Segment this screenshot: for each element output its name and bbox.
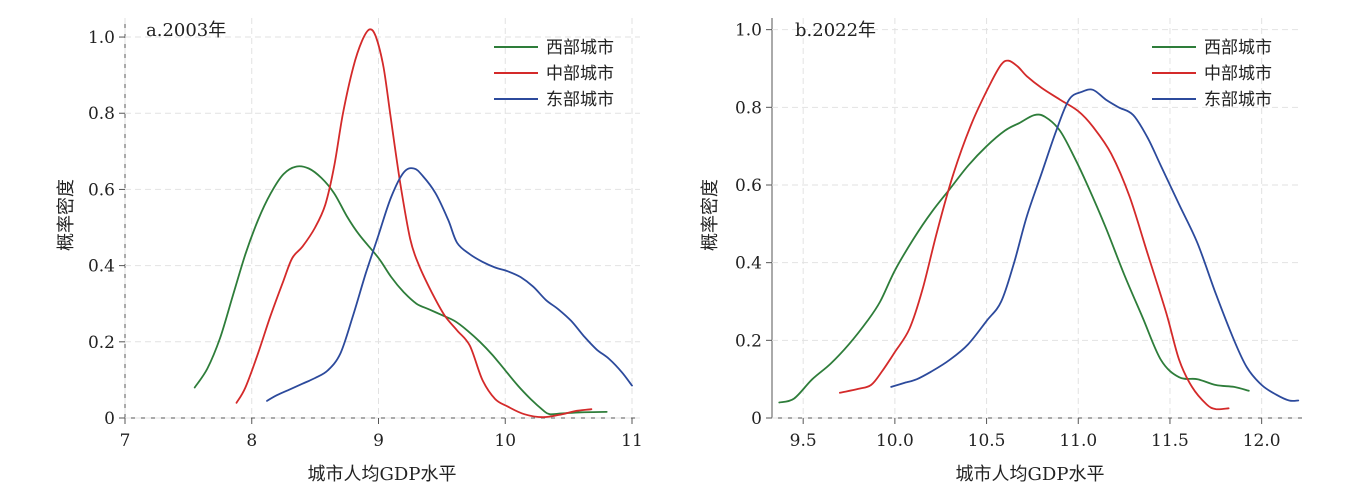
- panel-a-series-line-east: [266, 167, 633, 402]
- panel-a-x-tick-label: 9: [373, 431, 384, 451]
- panel-a-y-tick-label: 0.6: [88, 180, 115, 200]
- panel-b-x-tick-label: 10.0: [876, 431, 914, 451]
- panel-b-x-tick-label: 12.0: [1243, 431, 1281, 451]
- panel-b-series: [778, 59, 1300, 411]
- panel-a-y-axis-title: 概率密度: [56, 179, 77, 251]
- panel-b-legend-label-east: 东部城市: [1204, 90, 1272, 110]
- panel-b-ticks: 0 0.2 0.4 0.6 0.8 1.0 9.5 10.0 10.5 11.0 11.5 12.0: [735, 21, 1281, 451]
- panel-b-2022: 00.20.40.60.81.09.5 10.0 10.5 11.0 11.5 12.0 …: [700, 18, 1302, 485]
- panel-a-y-tick-label: 0.2: [88, 333, 115, 353]
- panel-a-y-tick-label: 0.4: [88, 257, 115, 277]
- panel-b-y-tick-label: 1.0: [735, 21, 762, 41]
- panel-b-y-tick-label: 0: [751, 409, 762, 429]
- panel-a-x-tick-label: 7: [120, 431, 131, 451]
- panel-a-x-axis-title: 城市人均GDP水平: [308, 464, 457, 485]
- panel-b-y-tick-label: 0.2: [735, 331, 762, 351]
- panel-b-y-axis-title: 概率密度: [700, 179, 721, 251]
- panel-a-y-tick-label: 1.0: [88, 28, 115, 48]
- panel-a-x-tick-label: 10: [494, 431, 516, 451]
- panel-a-gridlines: [124, 18, 640, 419]
- panel-b-legend: 西部城市 中部城市 东部城市: [1152, 38, 1272, 110]
- panel-b-y-tick-label: 0.4: [735, 254, 762, 274]
- panel-a-legend-label-west: 西部城市: [546, 38, 614, 58]
- panel-a-ticks: 0 0.2 0.4 0.6 0.8 1.0 7 8 9 10 11: [88, 28, 643, 451]
- panel-b-x-tick-label: 10.5: [968, 431, 1006, 451]
- panel-b-legend-label-central: 中部城市: [1204, 64, 1272, 84]
- panel-b-y-tick-label: 0.8: [735, 98, 762, 118]
- panel-b-x-tick-label: 9.5: [790, 431, 817, 451]
- panel-b-y-tick-label: 0.6: [735, 176, 762, 196]
- panel-a-legend: 西部城市 中部城市 东部城市: [494, 38, 614, 110]
- panel-a-series: [193, 28, 633, 419]
- panel-a-legend-label-central: 中部城市: [546, 64, 614, 84]
- panel-a-y-tick-label: 0.8: [88, 104, 115, 124]
- panel-a-series-line-west: [193, 165, 608, 416]
- panel-a-x-tick-label: 8: [246, 431, 257, 451]
- panel-b-x-axis-title: 城市人均GDP水平: [956, 464, 1105, 485]
- panel-a-2003: 0 0.2 0.4 0.6 0.8 1.0 7 8 9 10 11 a.2003年 城市人均GDP水…: [56, 18, 643, 485]
- panel-a-title: a.2003年: [146, 20, 226, 41]
- panel-a-x-tick-label: 11: [621, 431, 643, 451]
- panel-a-legend-label-east: 东部城市: [546, 90, 614, 110]
- panel-b-legend-label-west: 西部城市: [1204, 38, 1272, 58]
- panel-b-x-tick-label: 11.5: [1151, 431, 1189, 451]
- panel-b-gridlines: [772, 18, 1302, 419]
- panel-b-series-line-west: [778, 113, 1250, 404]
- panel-a-series-line-central: [235, 28, 593, 419]
- panel-b-x-tick-label: 11.0: [1059, 431, 1097, 451]
- panel-b-series-line-central: [839, 59, 1230, 411]
- panel-a-y-tick-label: 0: [104, 409, 115, 429]
- panel-b-series-line-east: [890, 88, 1300, 402]
- panel-b-title: b.2022年: [795, 20, 876, 41]
